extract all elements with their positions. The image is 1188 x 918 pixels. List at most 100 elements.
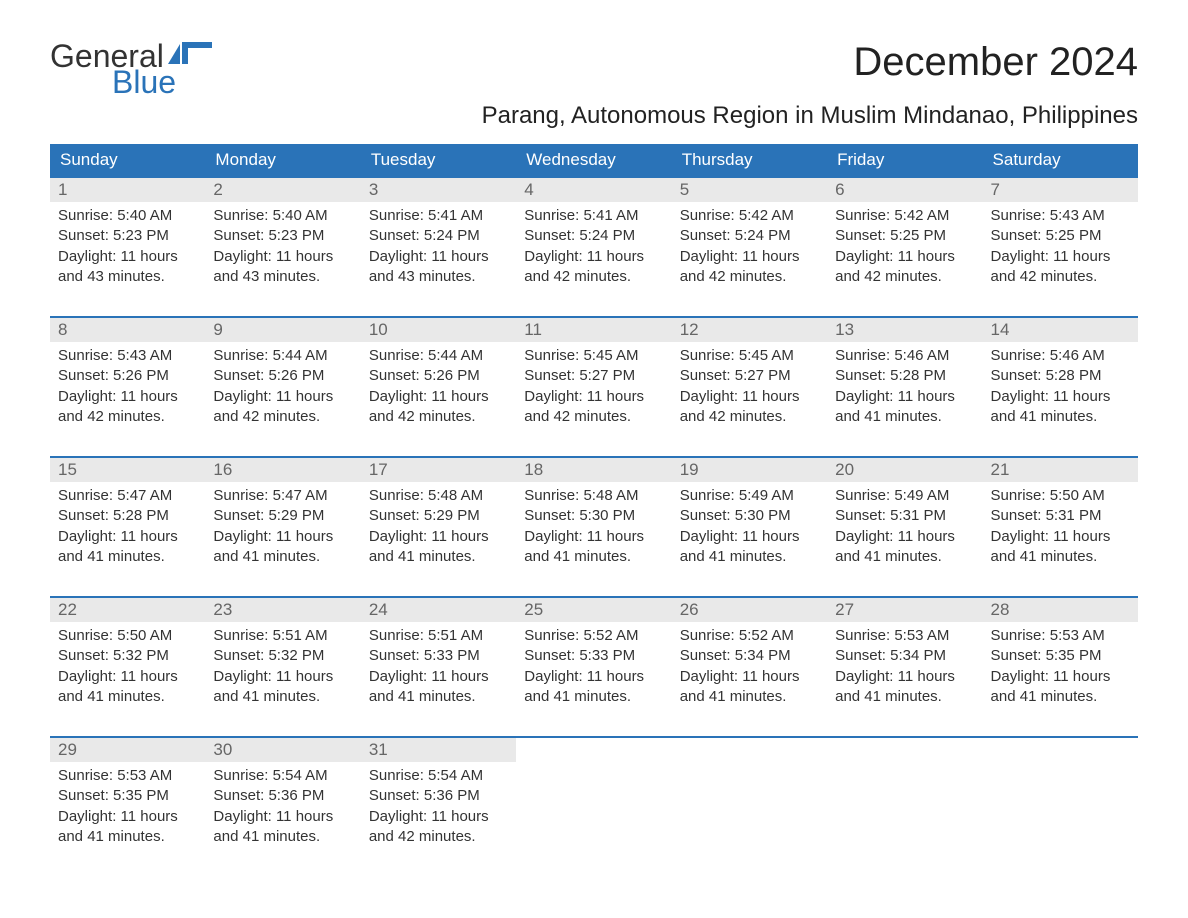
sunrise-label: Sunrise:	[213, 627, 272, 644]
sunrise-line: Sunrise: 5:49 AM	[835, 486, 974, 506]
daylight-line: Daylight: 11 hours and 42 minutes.	[524, 387, 663, 428]
day-body-cell: Sunrise: 5:54 AMSunset: 5:36 PMDaylight:…	[361, 762, 516, 851]
weekday-header: Wednesday	[516, 144, 671, 177]
day-body-cell: Sunrise: 5:52 AMSunset: 5:33 PMDaylight:…	[516, 622, 671, 711]
daylight-label: Daylight:	[213, 388, 276, 405]
daylight-label: Daylight:	[58, 808, 121, 825]
sunrise-label: Sunrise:	[835, 347, 894, 364]
sunset-value: 5:32 PM	[268, 647, 324, 664]
sunset-label: Sunset:	[991, 227, 1046, 244]
sunrise-value: 5:45 AM	[739, 347, 794, 364]
sunrise-value: 5:52 AM	[583, 627, 638, 644]
sunset-line: Sunset: 5:27 PM	[524, 366, 663, 386]
daylight-label: Daylight:	[835, 388, 898, 405]
day-number-cell: 9	[205, 317, 360, 342]
sunset-line: Sunset: 5:34 PM	[680, 646, 819, 666]
sunrise-line: Sunrise: 5:43 AM	[58, 346, 197, 366]
day-body-cell: Sunrise: 5:51 AMSunset: 5:32 PMDaylight:…	[205, 622, 360, 711]
daylight-line: Daylight: 11 hours and 42 minutes.	[835, 247, 974, 288]
weekday-header: Monday	[205, 144, 360, 177]
sunset-label: Sunset:	[524, 647, 579, 664]
sunrise-line: Sunrise: 5:49 AM	[680, 486, 819, 506]
day-number-cell: 23	[205, 597, 360, 622]
daylight-label: Daylight:	[991, 388, 1054, 405]
day-number-cell	[827, 737, 982, 762]
sunrise-label: Sunrise:	[369, 207, 428, 224]
sunrise-label: Sunrise:	[680, 207, 739, 224]
day-body-cell	[672, 762, 827, 851]
sunset-line: Sunset: 5:26 PM	[369, 366, 508, 386]
sunrise-value: 5:51 AM	[428, 627, 483, 644]
sunset-line: Sunset: 5:36 PM	[213, 786, 352, 806]
sunset-line: Sunset: 5:28 PM	[58, 506, 197, 526]
sunset-label: Sunset:	[680, 367, 735, 384]
sunrise-label: Sunrise:	[991, 487, 1050, 504]
week-body-row: Sunrise: 5:53 AMSunset: 5:35 PMDaylight:…	[50, 762, 1138, 851]
daylight-line: Daylight: 11 hours and 41 minutes.	[524, 667, 663, 708]
sunrise-value: 5:50 AM	[1050, 487, 1105, 504]
sunset-label: Sunset:	[213, 507, 268, 524]
daylight-label: Daylight:	[524, 528, 587, 545]
sunset-line: Sunset: 5:31 PM	[835, 506, 974, 526]
daylight-label: Daylight:	[213, 248, 276, 265]
sunrise-value: 5:49 AM	[894, 487, 949, 504]
sunset-label: Sunset:	[369, 787, 424, 804]
sunset-line: Sunset: 5:24 PM	[680, 226, 819, 246]
day-body-cell: Sunrise: 5:41 AMSunset: 5:24 PMDaylight:…	[516, 202, 671, 291]
sunrise-label: Sunrise:	[213, 347, 272, 364]
sunset-line: Sunset: 5:26 PM	[58, 366, 197, 386]
sunset-value: 5:34 PM	[890, 647, 946, 664]
sunrise-label: Sunrise:	[213, 767, 272, 784]
day-body-cell	[516, 762, 671, 851]
sunrise-value: 5:40 AM	[117, 207, 172, 224]
sunrise-value: 5:47 AM	[273, 487, 328, 504]
sunrise-label: Sunrise:	[835, 207, 894, 224]
sunset-line: Sunset: 5:25 PM	[835, 226, 974, 246]
daylight-label: Daylight:	[524, 388, 587, 405]
sunrise-label: Sunrise:	[213, 207, 272, 224]
sunrise-value: 5:44 AM	[428, 347, 483, 364]
daylight-line: Daylight: 11 hours and 42 minutes.	[213, 387, 352, 428]
daylight-line: Daylight: 11 hours and 42 minutes.	[680, 387, 819, 428]
sunset-line: Sunset: 5:32 PM	[213, 646, 352, 666]
sunset-label: Sunset:	[524, 507, 579, 524]
daylight-line: Daylight: 11 hours and 41 minutes.	[835, 667, 974, 708]
day-body-cell: Sunrise: 5:47 AMSunset: 5:28 PMDaylight:…	[50, 482, 205, 571]
sunrise-label: Sunrise:	[524, 207, 583, 224]
daylight-label: Daylight:	[991, 248, 1054, 265]
sunset-label: Sunset:	[213, 647, 268, 664]
daylight-line: Daylight: 11 hours and 42 minutes.	[58, 387, 197, 428]
day-body-cell: Sunrise: 5:43 AMSunset: 5:26 PMDaylight:…	[50, 342, 205, 431]
daylight-label: Daylight:	[835, 528, 898, 545]
daylight-line: Daylight: 11 hours and 41 minutes.	[680, 667, 819, 708]
sunset-value: 5:32 PM	[113, 647, 169, 664]
logo-text-blue: Blue	[112, 66, 176, 98]
sunset-line: Sunset: 5:26 PM	[213, 366, 352, 386]
sunrise-label: Sunrise:	[991, 207, 1050, 224]
sunrise-value: 5:40 AM	[273, 207, 328, 224]
day-body-cell: Sunrise: 5:44 AMSunset: 5:26 PMDaylight:…	[205, 342, 360, 431]
sunrise-line: Sunrise: 5:44 AM	[369, 346, 508, 366]
week-body-row: Sunrise: 5:50 AM Sunset: 5:32 PM Daylight:…	[50, 622, 1138, 711]
daylight-label: Daylight:	[991, 668, 1054, 685]
sunrise-label: Sunrise:	[835, 487, 894, 504]
sunrise-line: Sunrise: 5:43 AM	[991, 206, 1130, 226]
day-number-cell: 19	[672, 457, 827, 482]
day-number-cell: 26	[672, 597, 827, 622]
week-spacer	[50, 291, 1138, 317]
daylight-label: Daylight:	[369, 388, 432, 405]
day-body-cell: Sunrise: 5:50 AMSunset: 5:32 PMDaylight:…	[50, 622, 205, 711]
sunset-label: Sunset:	[58, 787, 113, 804]
day-body-cell: Sunrise: 5:46 AMSunset: 5:28 PMDaylight:…	[827, 342, 982, 431]
sunrise-line: Sunrise: 5:50 AM	[58, 626, 197, 646]
daylight-label: Daylight:	[58, 388, 121, 405]
sunset-line: Sunset: 5:33 PM	[524, 646, 663, 666]
sunset-value: 5:26 PM	[424, 367, 480, 384]
day-body-cell: Sunrise: 5:48 AMSunset: 5:29 PMDaylight:…	[361, 482, 516, 571]
daylight-label: Daylight:	[213, 528, 276, 545]
sunset-label: Sunset:	[835, 367, 890, 384]
sunset-line: Sunset: 5:23 PM	[58, 226, 197, 246]
sunset-value: 5:23 PM	[268, 227, 324, 244]
daylight-line: Daylight: 11 hours and 41 minutes.	[991, 527, 1130, 568]
sunrise-label: Sunrise:	[58, 347, 117, 364]
